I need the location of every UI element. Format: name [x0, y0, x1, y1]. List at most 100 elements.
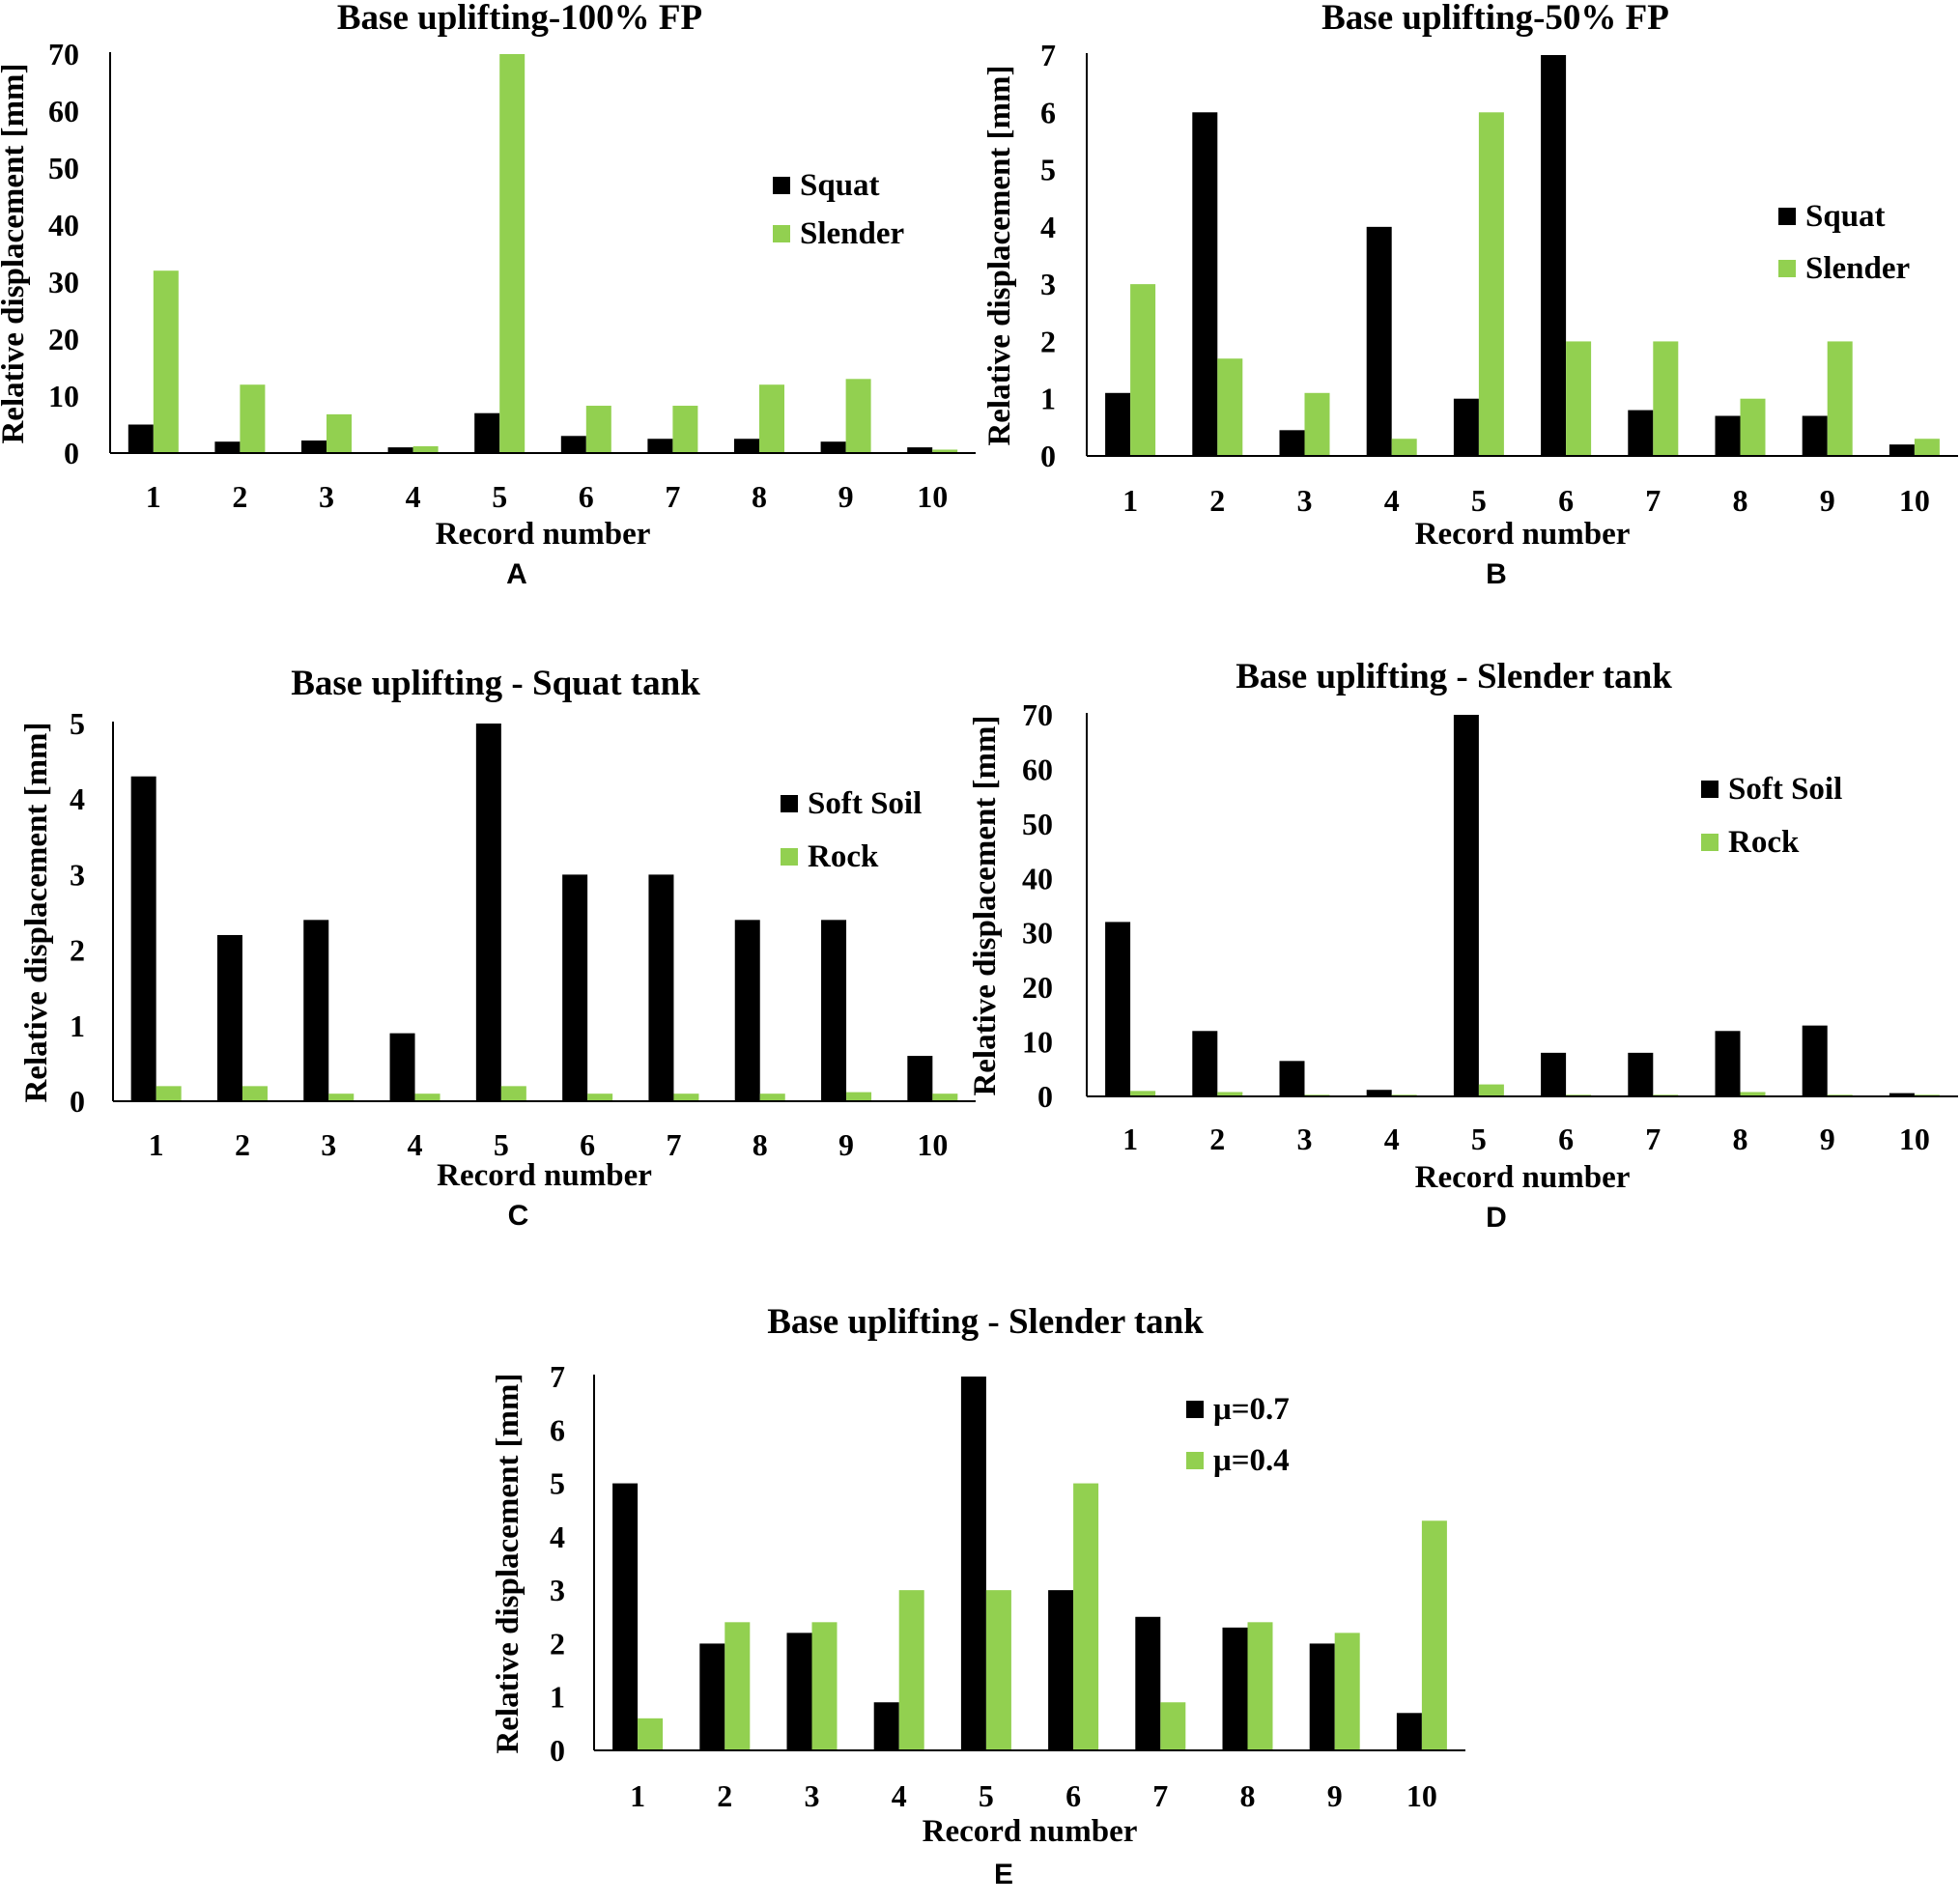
chart-1-x-tick-label: 1 — [1122, 483, 1138, 518]
chart-0-y-tick-label: 60 — [48, 94, 79, 128]
chart-4-y-tick-label: 1 — [550, 1680, 565, 1715]
chart-1-bar-squat-10 — [1889, 444, 1915, 456]
chart-4-bar-mu-0-7-10 — [1396, 1713, 1422, 1750]
chart-4-y-tick-label: 2 — [550, 1626, 565, 1661]
chart-4-y-tick-label: 6 — [550, 1412, 565, 1447]
chart-2-legend-swatch-rock — [781, 848, 798, 866]
chart-2-bar-soft-soil-5 — [475, 724, 501, 1101]
chart-3-bar-soft-soil-9 — [1802, 1025, 1828, 1096]
chart-4-x-tick-label: 3 — [805, 1778, 820, 1813]
chart-4-x-tick-label: 10 — [1406, 1778, 1437, 1813]
chart-0-x-tick-label: 7 — [665, 479, 680, 514]
chart-0-x-tick-label: 6 — [579, 479, 594, 514]
chart-1-x-tick-label: 10 — [1899, 483, 1930, 518]
chart-0-bar-slender-2 — [240, 384, 266, 453]
chart-4-x-tick-label: 1 — [630, 1778, 645, 1813]
chart-4-y-tick-label: 0 — [550, 1733, 565, 1768]
chart-0-x-tick-label: 8 — [752, 479, 767, 514]
chart-4-panel-letter: E — [994, 1859, 1013, 1890]
chart-2-y-axis-label: Relative displacement [mm] — [19, 722, 54, 1102]
panel-e: Base uplifting - Slender tank 0 1 2 3 4 5 6 7 1 2 3… — [491, 1302, 1465, 1890]
chart-3-x-tick-label: 6 — [1558, 1122, 1574, 1156]
chart-4-x-tick-label: 9 — [1327, 1778, 1343, 1813]
chart-1-panel-letter: B — [1486, 558, 1507, 590]
chart-0-bar-squat-3 — [301, 440, 327, 453]
chart-0-x-axis-label: Record number — [436, 517, 651, 552]
chart-2-bar-soft-soil-3 — [303, 920, 329, 1101]
chart-0-legend-label-slender: Slender — [800, 216, 904, 251]
chart-4-y-tick-label: 7 — [550, 1359, 565, 1394]
chart-4-y-tick-label: 3 — [550, 1573, 565, 1607]
chart-0-legend-swatch-squat — [773, 177, 790, 194]
chart-2-y-tick-label: 1 — [70, 1008, 85, 1043]
chart-2-x-tick-label: 2 — [235, 1127, 250, 1162]
chart-0-bar-slender-7 — [672, 406, 698, 453]
chart-4-bar-mu-0-4-9 — [1334, 1633, 1360, 1750]
chart-4-x-axis-label: Record number — [923, 1814, 1138, 1849]
chart-1-bar-slender-9 — [1827, 341, 1853, 456]
chart-3-bar-soft-soil-4 — [1366, 1090, 1392, 1096]
chart-1-bar-slender-2 — [1217, 358, 1243, 456]
chart-0-legend-swatch-slender — [773, 225, 790, 242]
chart-3-bar-soft-soil-3 — [1279, 1061, 1305, 1096]
chart-0-x-tick-label: 4 — [406, 479, 421, 514]
chart-2-x-tick-label: 3 — [321, 1127, 336, 1162]
panel-a: Base uplifting-100% FP 0 10 20 30 40 50 60 70 1 2 3… — [0, 0, 976, 590]
chart-1-bar-slender-5 — [1478, 112, 1504, 457]
chart-2-x-tick-label: 7 — [666, 1127, 681, 1162]
chart-1-legend-swatch-squat — [1778, 208, 1796, 225]
chart-0-title: Base uplifting-100% FP — [337, 0, 702, 38]
chart-3-legend-swatch-rock — [1701, 834, 1719, 851]
chart-0-y-axis-label: Relative displacement [mm] — [0, 63, 31, 443]
chart-1-bar-squat-8 — [1715, 415, 1741, 456]
chart-3-legend-label-soft-soil: Soft Soil — [1728, 772, 1842, 807]
chart-4-x-tick-label: 4 — [892, 1778, 907, 1813]
chart-0-y-tick-label: 0 — [64, 436, 79, 470]
chart-4-bar-mu-0-4-1 — [638, 1718, 664, 1750]
chart-2-bar-rock-8 — [759, 1094, 785, 1101]
chart-1-x-tick-label: 2 — [1209, 483, 1225, 518]
chart-2-x-tick-label: 4 — [408, 1127, 423, 1162]
chart-4-legend-label-mu-0-4: μ=0.4 — [1213, 1443, 1290, 1478]
chart-3-y-tick-label: 30 — [1022, 916, 1053, 951]
chart-2-x-tick-label: 9 — [838, 1127, 854, 1162]
panel-b: Base uplifting-50% FP 0 1 2 3 4 5 6 7 1 2 3 4 5 6 7 8 9 10… — [982, 0, 1958, 590]
chart-4-bar-mu-0-7-4 — [873, 1702, 899, 1750]
chart-3-y-tick-label: 0 — [1037, 1079, 1053, 1114]
chart-1-y-tick-label: 0 — [1040, 439, 1056, 473]
chart-3-bar-soft-soil-7 — [1628, 1052, 1654, 1096]
chart-2-bar-rock-4 — [414, 1094, 440, 1101]
chart-0-bar-slender-3 — [327, 413, 352, 453]
chart-4-bar-mu-0-4-2 — [724, 1622, 751, 1750]
chart-2-bar-rock-1 — [156, 1086, 182, 1101]
chart-1-x-tick-label: 4 — [1384, 483, 1400, 518]
chart-4-bar-mu-0-4-4 — [898, 1590, 924, 1750]
chart-4-y-tick-label: 5 — [550, 1466, 565, 1501]
chart-3-bar-soft-soil-10 — [1889, 1093, 1915, 1096]
chart-0-bar-squat-2 — [214, 441, 241, 453]
chart-3-y-tick-label: 60 — [1022, 752, 1053, 786]
chart-3-legend-swatch-soft-soil — [1701, 781, 1719, 798]
chart-2-bar-soft-soil-2 — [216, 934, 242, 1101]
chart-0-bar-squat-5 — [474, 412, 500, 453]
chart-3-bar-rock-8 — [1740, 1092, 1766, 1096]
chart-2-x-tick-label: 1 — [149, 1127, 164, 1162]
chart-0-x-tick-label: 9 — [838, 479, 854, 514]
chart-2-bar-rock-7 — [673, 1094, 699, 1101]
chart-2-y-tick-label: 0 — [70, 1084, 85, 1119]
chart-2-bar-soft-soil-1 — [130, 776, 156, 1101]
chart-0-bar-slender-4 — [412, 445, 439, 453]
chart-4-bar-mu-0-7-7 — [1135, 1616, 1161, 1750]
chart-3-bar-soft-soil-1 — [1105, 922, 1131, 1096]
chart-3-bar-soft-soil-5 — [1453, 715, 1479, 1096]
chart-2-y-tick-label: 3 — [70, 857, 85, 892]
chart-1-title: Base uplifting-50% FP — [1321, 0, 1669, 38]
chart-3-y-tick-label: 10 — [1022, 1025, 1053, 1060]
chart-2-bar-rock-9 — [846, 1092, 872, 1101]
chart-1-bar-slender-8 — [1740, 398, 1766, 456]
chart-4-y-tick-label: 4 — [550, 1520, 565, 1554]
chart-4-bar-mu-0-7-6 — [1048, 1590, 1074, 1750]
chart-2-bar-rock-3 — [328, 1094, 355, 1101]
chart-0-bar-squat-8 — [734, 439, 759, 453]
